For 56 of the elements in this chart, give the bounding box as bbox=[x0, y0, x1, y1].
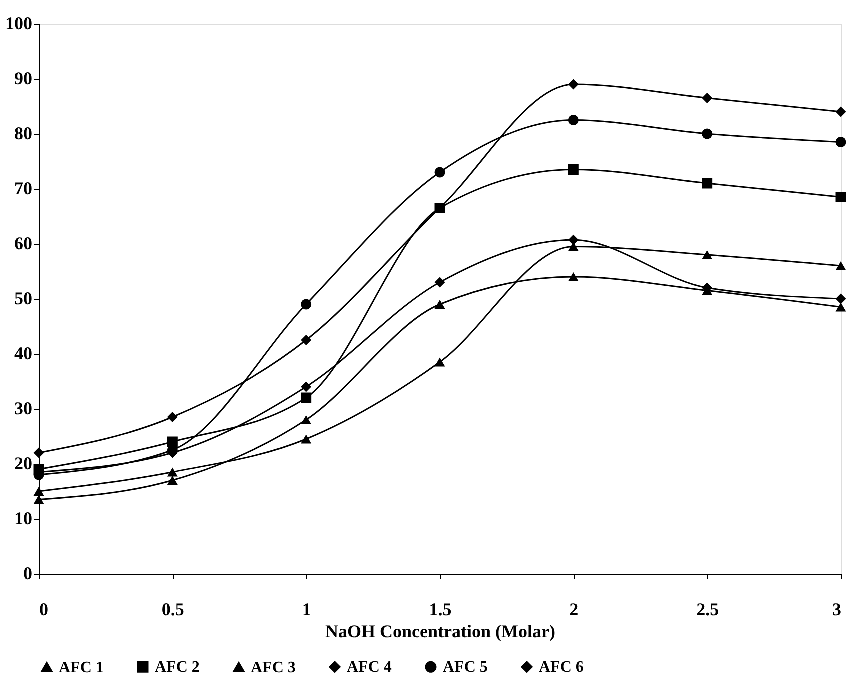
point bbox=[301, 434, 312, 444]
point bbox=[167, 476, 178, 486]
legend-label: AFC 3 bbox=[251, 659, 296, 676]
x-tick-label: 0.5 bbox=[162, 600, 184, 620]
point bbox=[568, 164, 579, 175]
point bbox=[434, 300, 446, 310]
point bbox=[301, 299, 312, 310]
y-tick-label: 90 bbox=[14, 68, 32, 88]
point bbox=[702, 128, 713, 140]
x-tick-label: 2.5 bbox=[696, 600, 720, 620]
point bbox=[34, 495, 44, 504]
point bbox=[836, 294, 846, 304]
point bbox=[34, 448, 44, 458]
point bbox=[167, 468, 178, 477]
x-axis-title: NaOH Concentration (Molar) bbox=[326, 622, 556, 642]
x-tick-label: 2 bbox=[570, 600, 579, 620]
point bbox=[702, 93, 713, 104]
point bbox=[301, 392, 312, 404]
point bbox=[34, 486, 44, 496]
point bbox=[568, 115, 579, 126]
point bbox=[434, 358, 446, 367]
point bbox=[836, 137, 846, 148]
point bbox=[434, 277, 446, 288]
point bbox=[836, 192, 846, 202]
x-tick-label: 1 bbox=[302, 600, 312, 620]
legend-label: AFC 6 bbox=[539, 659, 584, 676]
point bbox=[836, 302, 846, 312]
x-tick-label: 0 bbox=[40, 600, 48, 620]
x-tick-label: 3 bbox=[832, 600, 842, 620]
y-tick-label: 10 bbox=[14, 508, 32, 528]
point bbox=[301, 382, 312, 392]
point bbox=[301, 335, 312, 346]
legend-label: AFC 1 bbox=[59, 659, 104, 676]
y-tick-label: 60 bbox=[14, 234, 32, 254]
y-tick-label: 100 bbox=[6, 14, 32, 34]
point bbox=[568, 234, 579, 246]
point bbox=[702, 178, 713, 189]
y-tick-label: 30 bbox=[14, 398, 32, 418]
y-tick-label: 0 bbox=[24, 564, 32, 584]
legend-label: AFC 4 bbox=[347, 659, 392, 676]
y-tick-label: 40 bbox=[14, 344, 32, 364]
point bbox=[167, 412, 178, 422]
point bbox=[568, 79, 579, 90]
point bbox=[836, 106, 846, 118]
point bbox=[301, 415, 312, 425]
y-tick-label: 20 bbox=[14, 454, 32, 474]
y-tick-label: 50 bbox=[14, 288, 32, 308]
legend-label: AFC 5 bbox=[443, 659, 488, 676]
y-tick-label: 80 bbox=[14, 124, 32, 144]
legend-label: AFC 2 bbox=[155, 659, 200, 676]
point bbox=[702, 250, 713, 260]
x-tick-label: 1.5 bbox=[429, 600, 452, 620]
point bbox=[836, 261, 846, 271]
point bbox=[568, 272, 579, 282]
point bbox=[434, 167, 446, 178]
y-tick-label: 70 bbox=[14, 178, 32, 198]
